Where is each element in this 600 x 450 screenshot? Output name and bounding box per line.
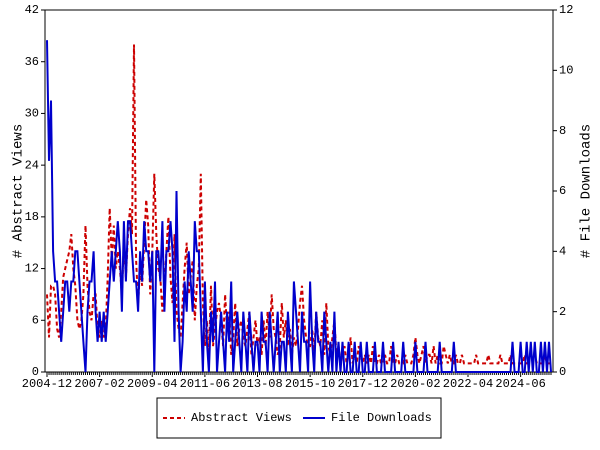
- x-tick-label: 2013-08: [232, 377, 282, 391]
- y2-tick-label: 4: [559, 245, 566, 259]
- y-axis-title: # Abstract Views: [11, 124, 27, 258]
- plot-frame: [44, 9, 554, 373]
- y-tick-label: 42: [25, 3, 39, 17]
- y2-tick-label: 10: [559, 64, 573, 78]
- y-tick-label: 6: [32, 313, 39, 327]
- x-tick-label: 2011-06: [180, 377, 230, 391]
- x-tick-label: 2009-04: [127, 377, 177, 391]
- x-tick-label: 2022-04: [443, 377, 493, 391]
- y-tick-label: 12: [25, 262, 39, 276]
- y-tick-label: 24: [25, 158, 39, 172]
- y2-axis-title: # File Downloads: [579, 124, 595, 258]
- legend-box: [156, 397, 442, 439]
- x-tick-label: 2015-10: [285, 377, 335, 391]
- legend-label: Abstract Views: [191, 411, 292, 425]
- y-tick-label: 18: [25, 210, 39, 224]
- y2-tick-label: 0: [559, 365, 566, 379]
- y2-tick-label: 2: [559, 305, 566, 319]
- legend-label: File Downloads: [331, 411, 432, 425]
- y-tick-label: 0: [32, 365, 39, 379]
- y2-tick-label: 8: [559, 124, 566, 138]
- series-line: [46, 44, 551, 365]
- x-tick-label: 2007-02: [74, 377, 124, 391]
- x-tick-label: 2017-12: [338, 377, 388, 391]
- y-tick-label: 30: [25, 107, 39, 121]
- x-tick-label: 2024-06: [495, 377, 545, 391]
- series-line: [46, 40, 552, 373]
- x-tick-label: 2020-02: [390, 377, 440, 391]
- x-tick-label: 2004-12: [22, 377, 72, 391]
- y2-tick-label: 6: [559, 184, 566, 198]
- y2-tick-label: 12: [559, 3, 573, 17]
- y-tick-label: 36: [25, 55, 39, 69]
